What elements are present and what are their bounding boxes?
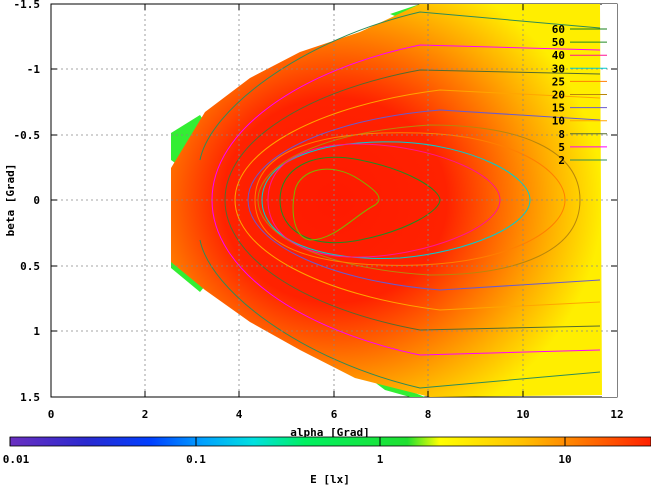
y-tick-label: 1.5 xyxy=(20,391,40,404)
ticks xyxy=(51,4,617,397)
contour-2 xyxy=(199,11,601,161)
contour-25 xyxy=(254,132,566,266)
colorbar-label: E [lx] xyxy=(310,473,350,486)
sawtooth-edge xyxy=(602,4,617,397)
legend-label: 50 xyxy=(552,36,565,49)
x-tick-labels: 0 2 4 6 8 10 12 xyxy=(48,408,624,421)
x-tick-label: 2 xyxy=(142,408,149,421)
x-tick-label: 6 xyxy=(331,408,338,421)
legend-label: 25 xyxy=(552,75,565,88)
colorbar-tick-label: 0.1 xyxy=(186,453,206,466)
contour-15 xyxy=(247,109,601,291)
legend-label: 40 xyxy=(552,49,565,62)
x-tick-label: 8 xyxy=(425,408,432,421)
x-tick-label: 10 xyxy=(516,408,529,421)
colorbar-tick-label: 0.01 xyxy=(3,453,30,466)
colorbar-tick-label: 1 xyxy=(377,453,384,466)
grid xyxy=(51,4,617,397)
x-tick-label: 12 xyxy=(610,408,623,421)
contour-8 xyxy=(224,69,601,331)
contour-5 xyxy=(211,44,601,356)
y-tick-label: 1 xyxy=(33,325,40,338)
x-axis-label: alpha [Grad] xyxy=(290,426,369,439)
x-tick-label: 0 xyxy=(48,408,55,421)
colorbar-tick-labels: 0.01 0.1 1 10 xyxy=(3,453,572,466)
contour-2-lower xyxy=(199,239,601,389)
legend-label: 15 xyxy=(552,102,565,115)
legend-label: 8 xyxy=(558,128,565,141)
y-tick-labels: -1.5 -1 -0.5 0 0.5 1 1.5 xyxy=(14,0,41,404)
colorbar-tick-label: 10 xyxy=(558,453,571,466)
contour-60 xyxy=(292,168,380,241)
heatmap-field xyxy=(171,4,617,397)
legend-label: 2 xyxy=(558,154,565,167)
y-axis-label: beta [Grad] xyxy=(4,164,17,237)
colorbar-ticks xyxy=(9,437,566,446)
x-tick-label: 4 xyxy=(236,408,243,421)
legend-label: 5 xyxy=(558,141,565,154)
y-tick-label: 0 xyxy=(33,194,40,207)
contour-40 xyxy=(267,143,501,258)
legend-label: 10 xyxy=(552,115,565,128)
colorbar xyxy=(9,436,651,447)
y-tick-label: 0.5 xyxy=(20,260,40,273)
legend-label: 60 xyxy=(552,23,565,36)
contour-10 xyxy=(234,89,601,311)
legend-label: 20 xyxy=(552,89,565,102)
contour-50 xyxy=(279,156,441,244)
legend-label: 30 xyxy=(552,62,565,75)
contour-30 xyxy=(261,141,531,259)
illuminated-region xyxy=(171,4,602,397)
y-tick-label: -0.5 xyxy=(14,129,41,142)
y-tick-label: -1 xyxy=(27,63,41,76)
y-tick-label: -1.5 xyxy=(14,0,41,11)
